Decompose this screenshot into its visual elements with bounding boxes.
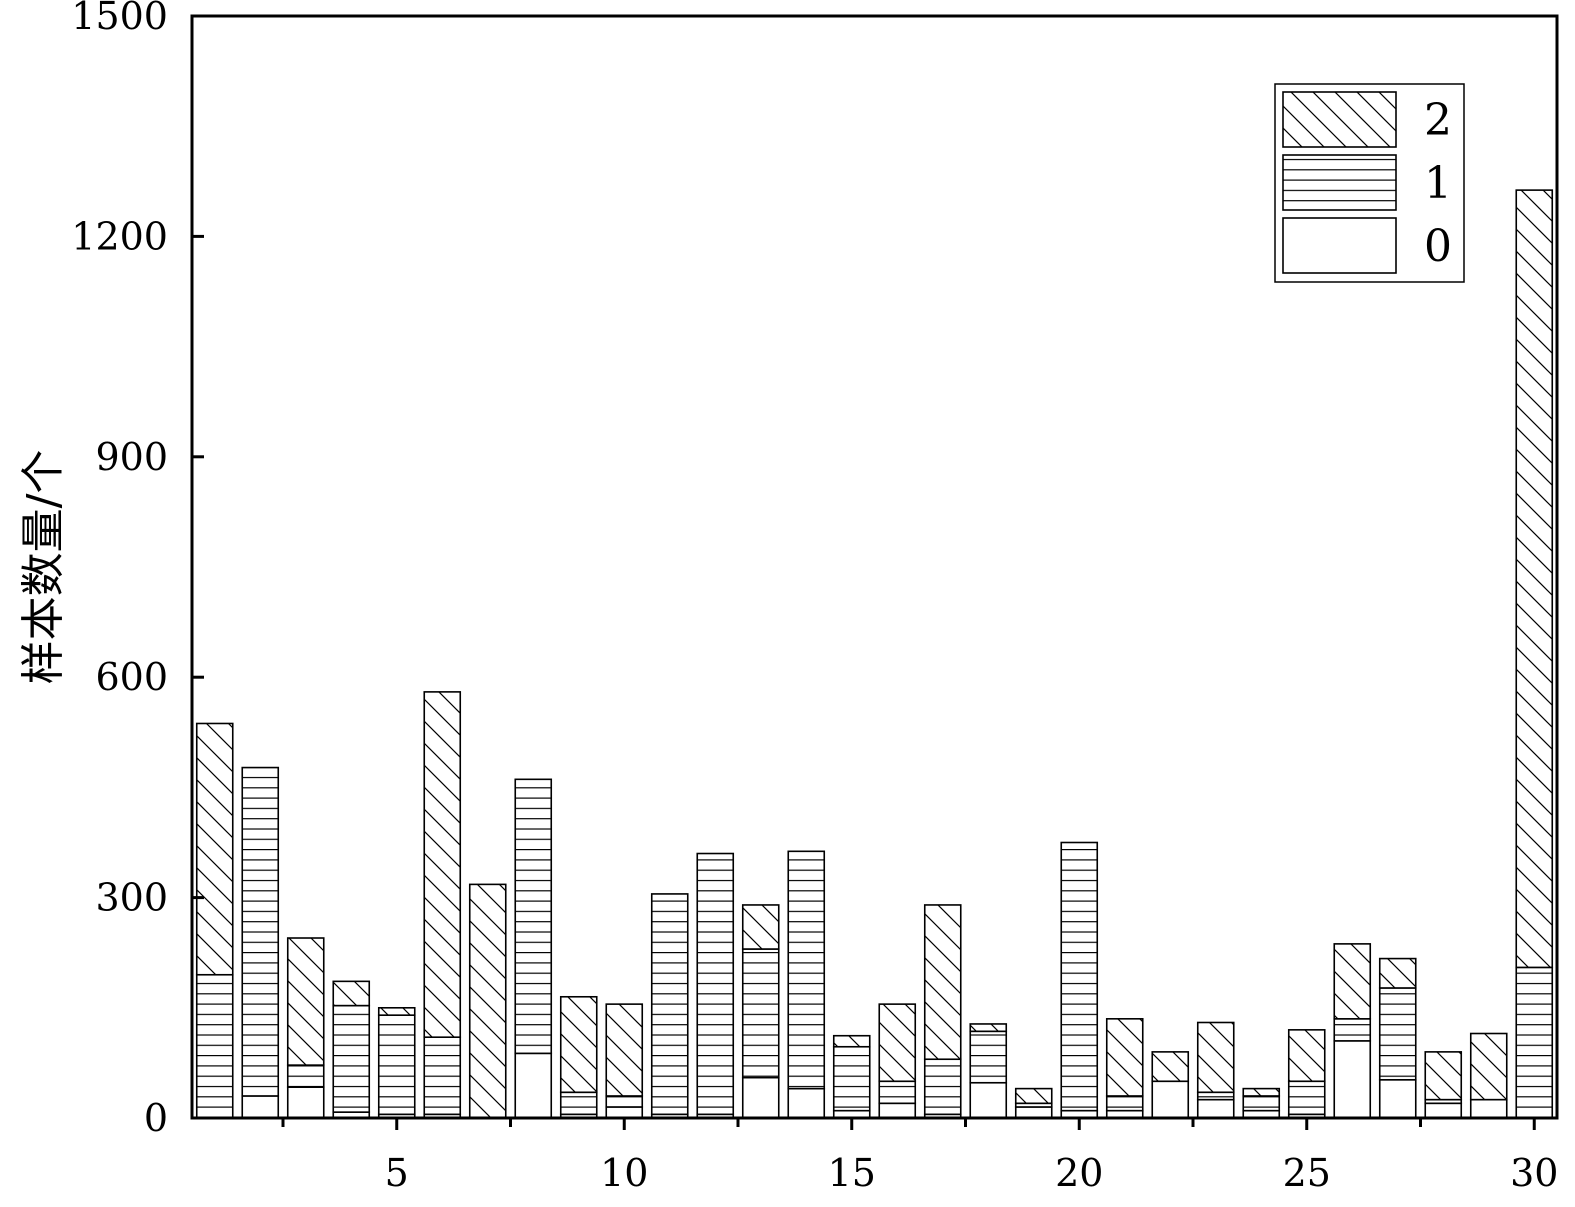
bar-segment-17-series-2 (923, 904, 962, 1061)
bar-segment-11-series-1 (650, 893, 689, 1116)
bar-segment-24-series-2 (1242, 1087, 1281, 1097)
bar-segment-16-series-1 (878, 1080, 917, 1105)
bar-segment-18-series-0 (969, 1081, 1008, 1119)
y-tick-label-300: 300 (95, 876, 168, 920)
bar-segment-3-series-2 (286, 937, 325, 1066)
bar-segment-12-series-1 (696, 852, 735, 1116)
y-tick-label-1500: 1500 (71, 0, 168, 38)
bar-segment-26-series-2 (1333, 943, 1372, 1020)
bar-segment-17-series-1 (923, 1058, 962, 1116)
bar-segment-2-series-0 (241, 1095, 280, 1119)
bar-segment-26-series-1 (1333, 1018, 1372, 1042)
y-tick-label-1200: 1200 (71, 214, 168, 258)
legend: 2 1 0 (1274, 83, 1465, 283)
y-axis-label: 样本数量/个 (18, 450, 69, 685)
bar-segment-3-series-1 (286, 1064, 325, 1088)
bar-segment-27-series-1 (1378, 987, 1417, 1081)
y-tick-label-600: 600 (95, 655, 168, 699)
bar-segment-1-series-1 (195, 973, 234, 1119)
bar-segment-23-series-2 (1196, 1021, 1235, 1094)
bar-segment-9-series-2 (559, 995, 598, 1094)
bar-segment-14-series-1 (787, 850, 826, 1090)
bar-segment-6-series-2 (423, 691, 462, 1038)
bar-segment-25-series-2 (1287, 1029, 1326, 1083)
bar-segment-10-series-1 (605, 1095, 644, 1108)
bar-segment-27-series-2 (1378, 957, 1417, 989)
bar-segment-4-series-2 (332, 980, 371, 1007)
bar-segment-29-series-2 (1469, 1032, 1508, 1101)
legend-swatch-1 (1282, 154, 1397, 211)
bar-segment-19-series-2 (1014, 1087, 1053, 1105)
bar-segment-4-series-1 (332, 1004, 371, 1113)
bar-segment-16-series-2 (878, 1003, 917, 1083)
legend-label-2: 2 (1424, 95, 1452, 146)
bar-segment-30-series-2 (1515, 189, 1554, 969)
bar-segment-19-series-0 (1014, 1106, 1053, 1119)
x-tick-label-5: 5 (385, 1151, 409, 1195)
bar-segment-7-series-2 (468, 883, 507, 1119)
bar-segment-25-series-1 (1287, 1080, 1326, 1116)
legend-swatch-2 (1282, 91, 1397, 148)
x-tick-label-10: 10 (600, 1151, 648, 1195)
bar-segment-27-series-0 (1378, 1079, 1417, 1119)
bar-segment-20-series-1 (1060, 841, 1099, 1112)
bar-segment-29-series-0 (1469, 1098, 1508, 1119)
bar-segment-22-series-0 (1151, 1080, 1190, 1119)
x-tick-label-15: 15 (828, 1151, 876, 1195)
bar-segment-15-series-2 (832, 1034, 871, 1048)
y-tick-label-900: 900 (95, 435, 168, 479)
y-tick-label-0: 0 (144, 1096, 168, 1140)
bar-segment-10-series-0 (605, 1106, 644, 1119)
bar-segment-5-series-1 (377, 1014, 416, 1116)
bar-segment-26-series-0 (1333, 1040, 1372, 1119)
bar-segment-13-series-1 (741, 948, 780, 1079)
bar-segment-30-series-1 (1515, 966, 1554, 1119)
bar-segment-24-series-1 (1242, 1095, 1281, 1112)
bar-segment-8-series-1 (514, 778, 553, 1055)
bar-segment-1-series-2 (195, 722, 234, 976)
bars-layer (195, 189, 1554, 1119)
bar-segment-23-series-0 (1196, 1098, 1235, 1119)
legend-label-0: 0 (1424, 221, 1452, 272)
plot-frame (190, 14, 1559, 1120)
bar-segment-6-series-1 (423, 1036, 462, 1116)
bar-segment-8-series-0 (514, 1052, 553, 1119)
bar-segment-28-series-0 (1424, 1102, 1463, 1119)
bar-segment-21-series-1 (1105, 1095, 1144, 1112)
x-tick-label-25: 25 (1283, 1151, 1331, 1195)
bar-segment-28-series-2 (1424, 1051, 1463, 1101)
x-tick-label-30: 30 (1510, 1151, 1558, 1195)
x-tick-label-20: 20 (1055, 1151, 1103, 1195)
bar-segment-15-series-1 (832, 1045, 871, 1112)
bar-segment-22-series-2 (1151, 1051, 1190, 1083)
bar-segment-23-series-1 (1196, 1091, 1235, 1101)
bar-segment-3-series-0 (286, 1086, 325, 1119)
bar-segment-9-series-1 (559, 1091, 598, 1116)
bar-segment-13-series-0 (741, 1076, 780, 1119)
bar-segment-13-series-2 (741, 904, 780, 950)
bar-segment-18-series-2 (969, 1023, 1008, 1033)
bar-segment-10-series-2 (605, 1003, 644, 1097)
bar-segment-16-series-0 (878, 1102, 917, 1119)
legend-label-1: 1 (1424, 158, 1452, 209)
bar-segment-14-series-0 (787, 1087, 826, 1119)
bar-segment-21-series-2 (1105, 1018, 1144, 1097)
bar-segment-2-series-1 (241, 766, 280, 1097)
axes-layer (190, 14, 1559, 1130)
bar-segment-18-series-1 (969, 1030, 1008, 1084)
bar-segment-5-series-2 (377, 1006, 416, 1016)
legend-swatch-0 (1282, 217, 1397, 274)
